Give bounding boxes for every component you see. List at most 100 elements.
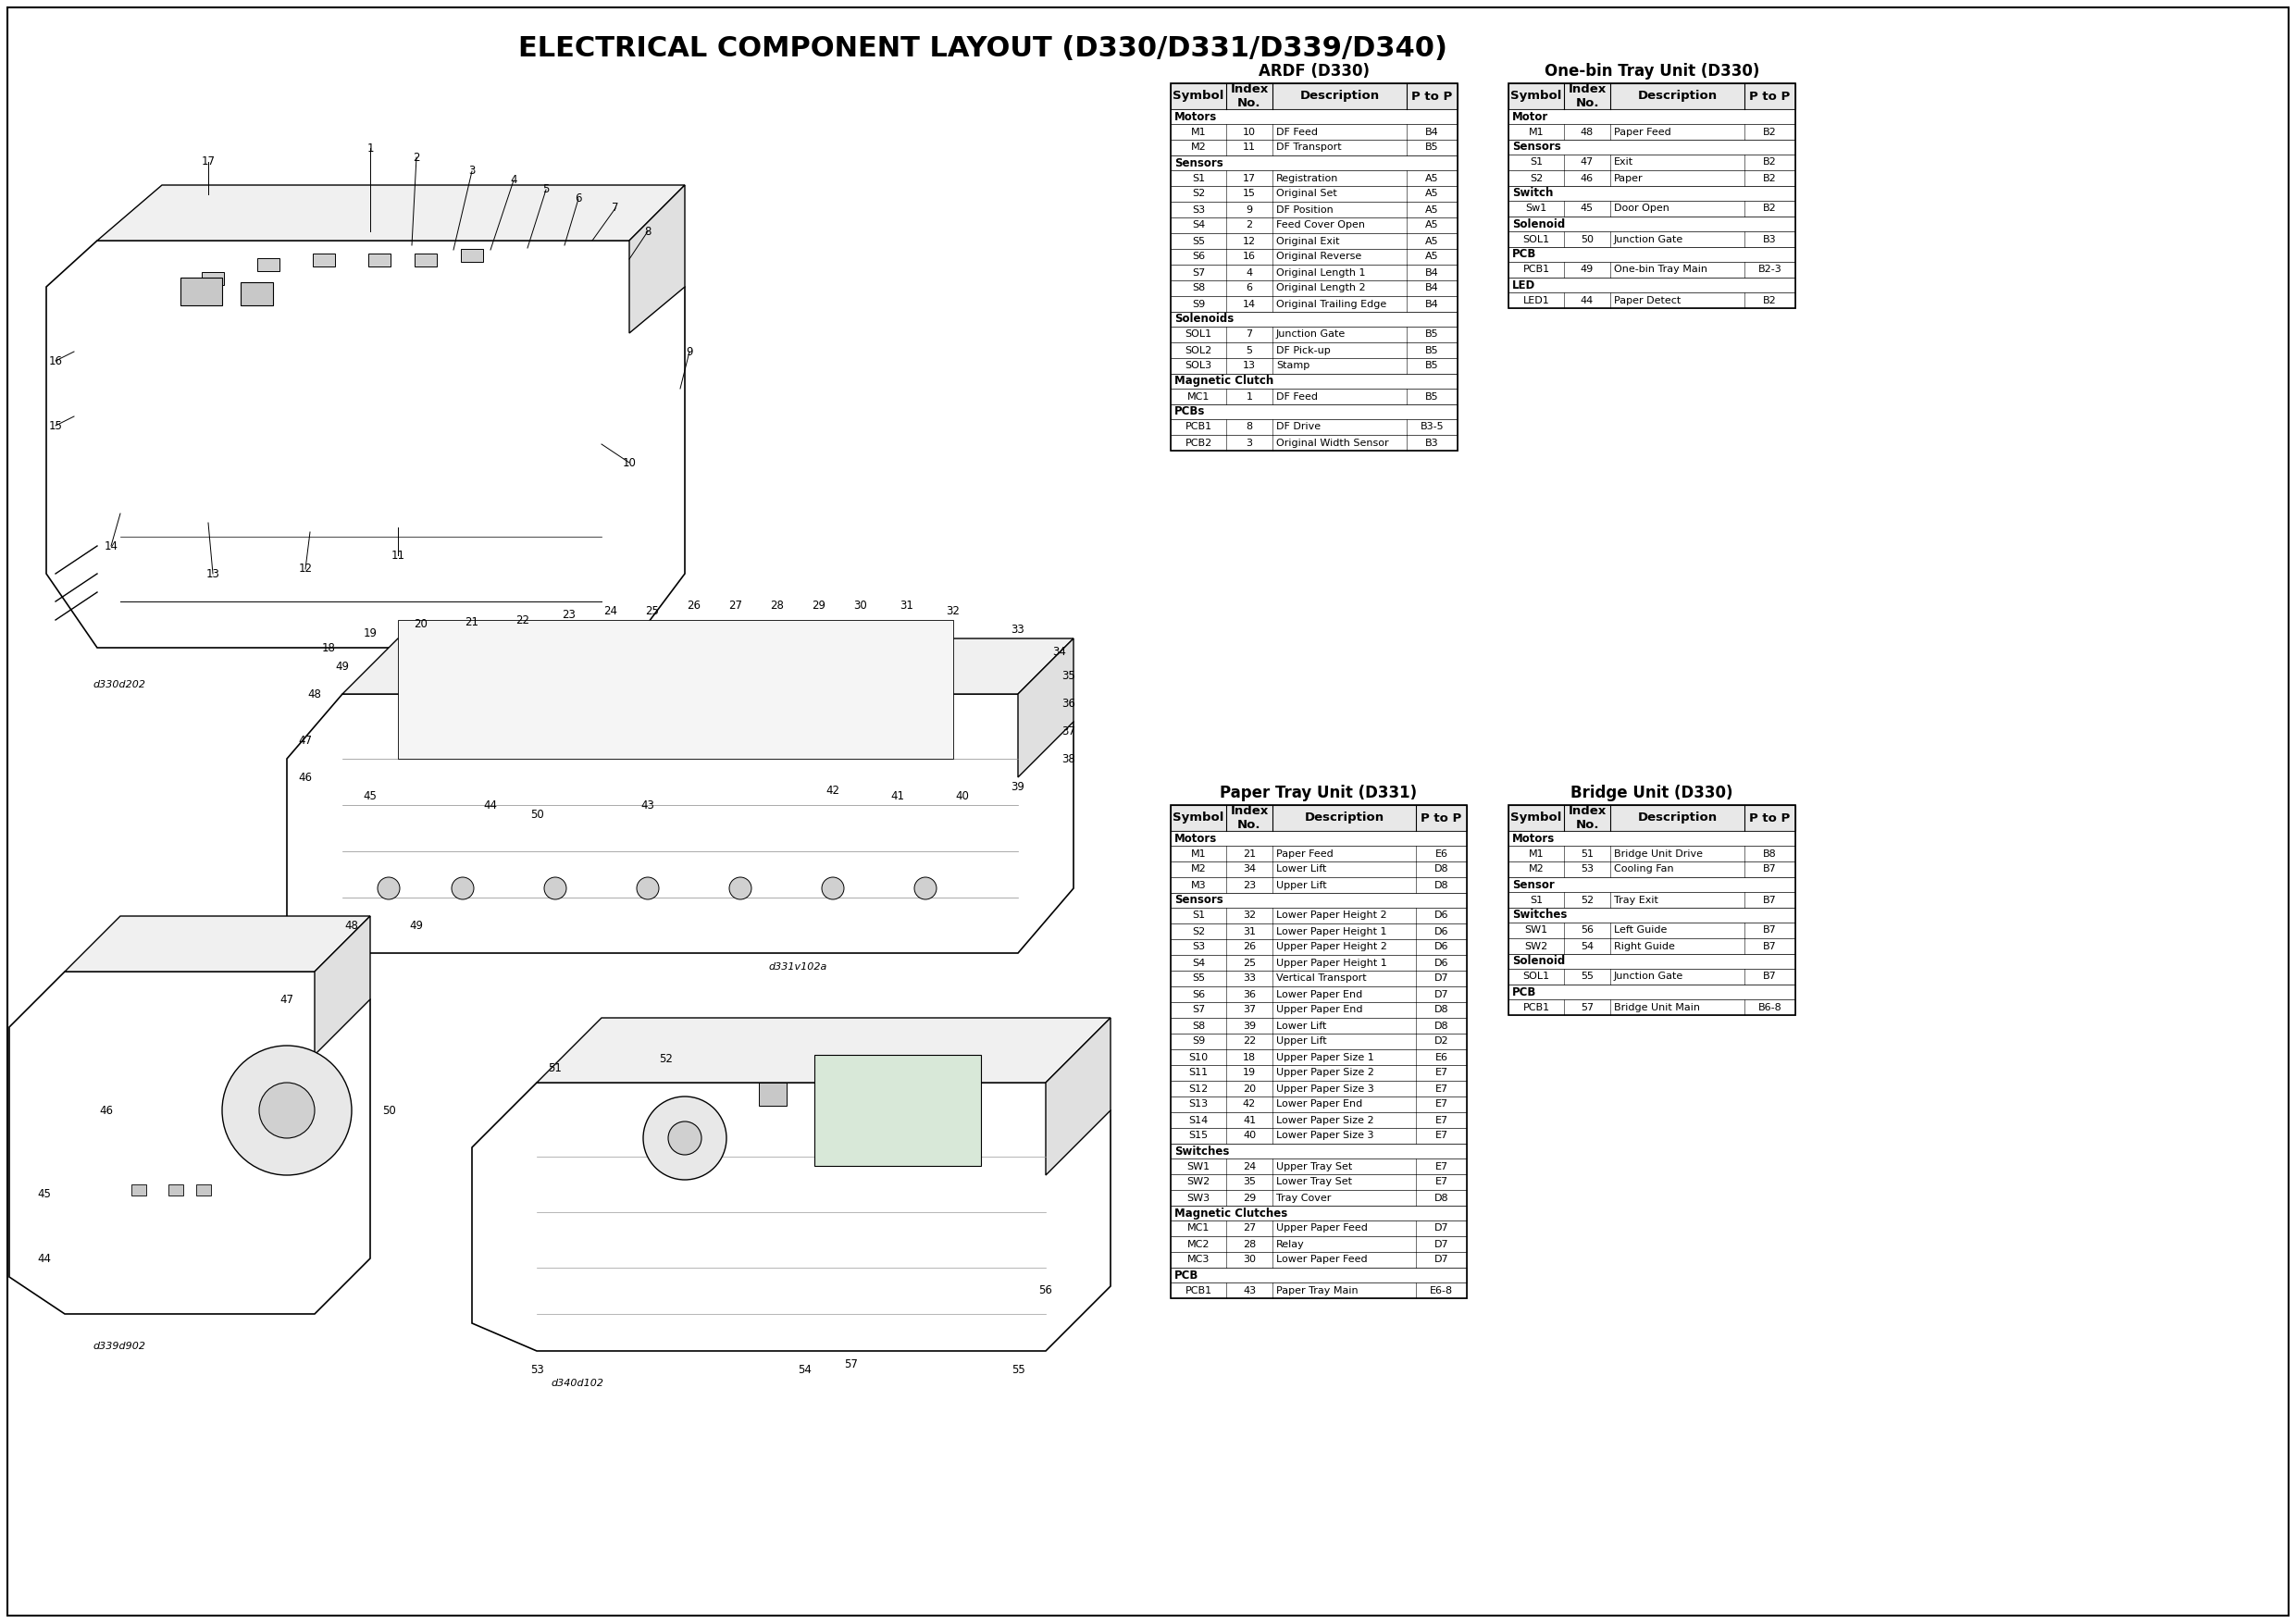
Text: Lower Lift: Lower Lift <box>1277 1021 1327 1031</box>
Text: Paper: Paper <box>1614 174 1644 183</box>
Bar <box>1171 388 1458 404</box>
Text: S9: S9 <box>1192 1037 1205 1047</box>
Text: PCB1: PCB1 <box>1522 1003 1550 1011</box>
Text: Index
No.: Index No. <box>1231 805 1267 831</box>
Text: SW3: SW3 <box>1187 1193 1210 1203</box>
Text: PCB: PCB <box>1513 985 1536 998</box>
Text: 54: 54 <box>799 1363 813 1375</box>
Bar <box>131 1185 147 1196</box>
Text: 1: 1 <box>1247 391 1254 401</box>
Bar <box>1171 876 1467 893</box>
Text: B4: B4 <box>1426 284 1440 292</box>
Bar <box>1171 83 1458 109</box>
Text: 26: 26 <box>1242 943 1256 951</box>
Text: SW2: SW2 <box>1187 1177 1210 1186</box>
Text: Upper Paper Size 3: Upper Paper Size 3 <box>1277 1084 1373 1094</box>
Bar <box>1508 1000 1795 1014</box>
Text: 8: 8 <box>1247 422 1254 432</box>
Polygon shape <box>1017 638 1075 777</box>
Text: Lower Paper End: Lower Paper End <box>1277 990 1362 998</box>
Bar <box>312 253 335 266</box>
Text: Original Width Sensor: Original Width Sensor <box>1277 438 1389 448</box>
Text: A5: A5 <box>1426 237 1440 245</box>
Text: Lower Paper End: Lower Paper End <box>1277 1100 1362 1109</box>
Text: Original Set: Original Set <box>1277 190 1336 198</box>
Text: 16: 16 <box>48 355 62 367</box>
Bar <box>1171 987 1467 1001</box>
Text: 15: 15 <box>1242 190 1256 198</box>
Polygon shape <box>473 1083 1111 1350</box>
Text: 13: 13 <box>1242 362 1256 370</box>
Text: Exit: Exit <box>1614 157 1632 167</box>
Text: SW2: SW2 <box>1525 941 1548 951</box>
Text: Bridge Unit (D330): Bridge Unit (D330) <box>1570 784 1733 802</box>
Text: 27: 27 <box>1242 1224 1256 1233</box>
Text: 22: 22 <box>517 613 530 626</box>
Bar <box>1171 907 1467 923</box>
Text: S8: S8 <box>1192 1021 1205 1031</box>
Text: 28: 28 <box>771 601 785 612</box>
Text: SOL2: SOL2 <box>1185 346 1212 355</box>
Bar <box>1508 278 1795 292</box>
Text: 40: 40 <box>1242 1131 1256 1141</box>
Text: 54: 54 <box>1580 941 1593 951</box>
Text: B2: B2 <box>1763 157 1777 167</box>
Text: 2: 2 <box>413 151 420 164</box>
Text: 47: 47 <box>298 734 312 747</box>
Bar <box>1171 1190 1467 1206</box>
Text: 50: 50 <box>530 808 544 820</box>
Bar <box>1171 265 1458 281</box>
Circle shape <box>668 1121 703 1156</box>
Text: 37: 37 <box>1242 1005 1256 1014</box>
Text: 5: 5 <box>1247 346 1254 355</box>
Bar <box>1171 1251 1467 1268</box>
Bar <box>1508 123 1795 140</box>
Bar <box>1171 201 1458 217</box>
Circle shape <box>822 876 845 899</box>
Bar <box>1171 1112 1467 1128</box>
Text: D8: D8 <box>1435 1021 1449 1031</box>
Text: Sensors: Sensors <box>1173 894 1224 906</box>
Text: 25: 25 <box>645 605 659 617</box>
Text: 44: 44 <box>37 1253 51 1264</box>
Text: B7: B7 <box>1763 972 1777 982</box>
Text: S4: S4 <box>1192 958 1205 967</box>
Text: 5: 5 <box>542 183 549 196</box>
Text: 12: 12 <box>298 563 312 575</box>
Text: 9: 9 <box>1247 204 1254 214</box>
Text: P to P: P to P <box>1750 91 1791 102</box>
Text: Upper Paper Height 1: Upper Paper Height 1 <box>1277 958 1387 967</box>
Text: ELECTRICAL COMPONENT LAYOUT (D330/D331/D339/D340): ELECTRICAL COMPONENT LAYOUT (D330/D331/D… <box>519 36 1446 62</box>
Text: Magnetic Clutches: Magnetic Clutches <box>1173 1208 1288 1219</box>
Bar <box>1171 187 1458 201</box>
Text: Upper Lift: Upper Lift <box>1277 1037 1327 1047</box>
Text: Lower Paper Feed: Lower Paper Feed <box>1277 1255 1368 1264</box>
Bar <box>760 1083 788 1105</box>
Text: 34: 34 <box>1054 646 1068 659</box>
Polygon shape <box>629 185 684 333</box>
Text: Sensor: Sensor <box>1513 878 1554 891</box>
Text: S9: S9 <box>1192 299 1205 308</box>
Text: E7: E7 <box>1435 1162 1449 1170</box>
Text: 43: 43 <box>641 799 654 812</box>
Text: Bridge Unit Main: Bridge Unit Main <box>1614 1003 1699 1011</box>
Circle shape <box>223 1045 351 1175</box>
Text: 24: 24 <box>1242 1162 1256 1170</box>
Text: 29: 29 <box>1242 1193 1256 1203</box>
Text: 25: 25 <box>1242 958 1256 967</box>
Text: B7: B7 <box>1763 925 1777 935</box>
Text: D2: D2 <box>1435 1037 1449 1047</box>
Text: 14: 14 <box>1242 299 1256 308</box>
Text: S1: S1 <box>1192 174 1205 183</box>
Bar <box>1171 83 1458 451</box>
Text: S3: S3 <box>1192 204 1205 214</box>
Text: 55: 55 <box>1580 972 1593 982</box>
Text: 32: 32 <box>946 605 960 617</box>
Text: B5: B5 <box>1426 362 1440 370</box>
Text: 40: 40 <box>955 790 969 802</box>
Text: A5: A5 <box>1426 221 1440 230</box>
Text: M2: M2 <box>1192 143 1205 153</box>
Text: 55: 55 <box>1010 1363 1024 1375</box>
Bar <box>1171 419 1458 435</box>
Text: 46: 46 <box>1580 174 1593 183</box>
